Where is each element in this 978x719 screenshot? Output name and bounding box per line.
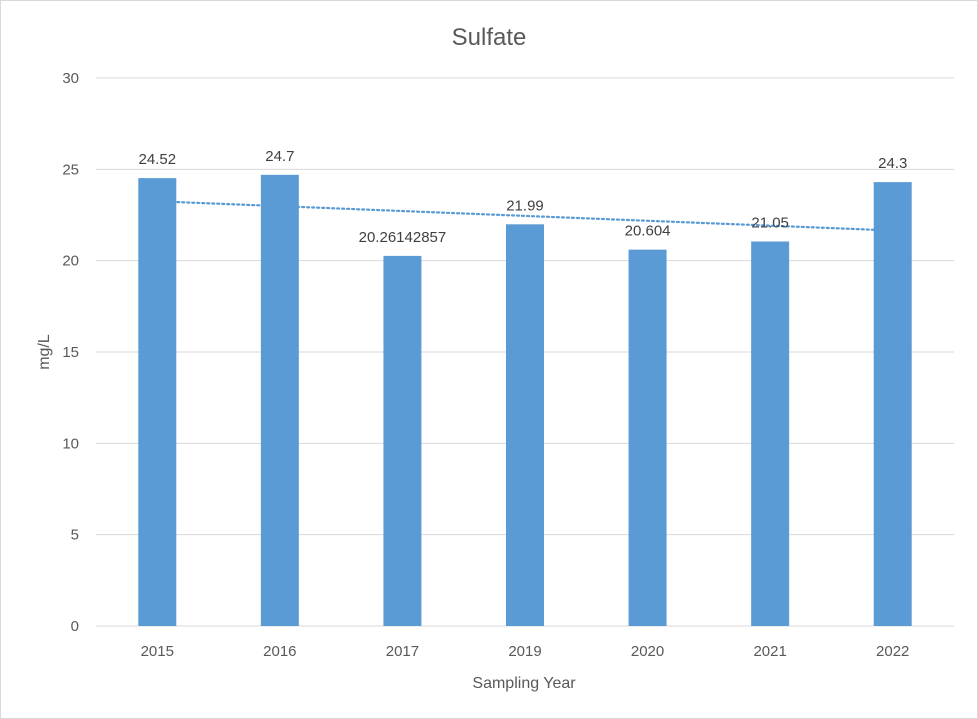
data-label-2015: 24.52 (139, 151, 177, 168)
x-tick-label-2019: 2019 (508, 643, 541, 660)
bar-2016 (260, 174, 299, 626)
y-tick-label: 25 (62, 161, 79, 178)
bar-2015 (138, 178, 177, 627)
trendline (156, 200, 894, 232)
x-tick-label-2016: 2016 (263, 643, 296, 660)
y-tick-label: 20 (62, 253, 79, 270)
chart-title: Sulfate (452, 24, 527, 51)
y-tick-label: 30 (62, 70, 79, 87)
y-axis-title: mg/L (36, 334, 53, 370)
x-tick-label-2017: 2017 (386, 643, 419, 660)
y-tick-label: 10 (62, 435, 79, 452)
bar-2019 (506, 224, 544, 627)
trendline-group (156, 200, 894, 232)
y-axis-ticks: 0 5 10 15 20 25 30 (62, 70, 79, 635)
bar-2021 (751, 241, 790, 626)
x-tick-label-2021: 2021 (753, 643, 786, 660)
data-label-2016: 24.7 (265, 148, 294, 165)
y-tick-label: 5 (71, 527, 79, 544)
bars (138, 174, 912, 627)
y-tick-label: 15 (62, 344, 79, 361)
x-tick-label-2020: 2020 (631, 643, 664, 660)
data-label-2017: 20.26142857 (359, 229, 447, 246)
x-axis-title: Sampling Year (472, 675, 576, 692)
x-tick-label-2022: 2022 (876, 643, 909, 660)
x-tick-label-2015: 2015 (141, 643, 174, 660)
bar-2020 (628, 249, 667, 626)
bar-2017 (383, 255, 422, 626)
data-label-2021: 21.05 (751, 214, 789, 231)
data-label-2022: 24.3 (878, 155, 907, 172)
y-tick-label: 0 (71, 618, 79, 635)
x-axis-ticks: 2015 2016 2017 2019 2020 2021 2022 (141, 643, 910, 660)
data-label-2020: 20.604 (625, 223, 671, 240)
data-labels: 24.52 24.7 20.26142857 21.99 20.604 21.05 24.3 (139, 148, 908, 246)
data-label-2019: 21.99 (506, 197, 544, 214)
bar-2022 (873, 182, 912, 626)
